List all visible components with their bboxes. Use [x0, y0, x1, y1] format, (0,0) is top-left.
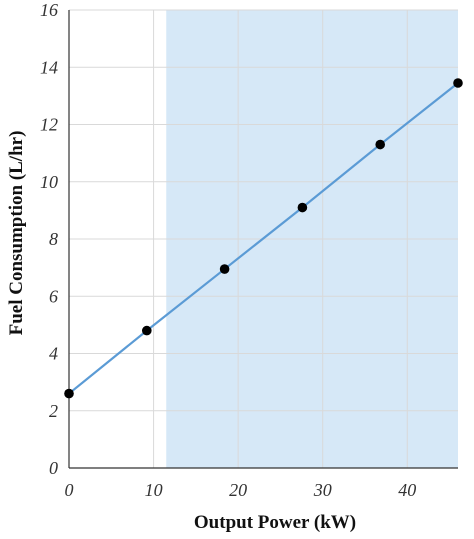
data-point [375, 139, 386, 150]
y-tick-label: 16 [40, 0, 58, 20]
y-tick-label: 4 [49, 344, 58, 364]
data-point [142, 325, 152, 336]
x-tick-label: 0 [65, 480, 74, 500]
data-point [453, 78, 463, 88]
data-point [64, 388, 74, 399]
y-tick-label: 0 [49, 458, 58, 478]
y-tick-label: 6 [49, 286, 58, 306]
x-tick-label: 30 [313, 480, 332, 500]
x-tick-label: 40 [398, 480, 416, 500]
series-layer [64, 78, 463, 399]
tick-labels: 0 2 4 6 8 10 12 14 16 0 10 20 30 40 [40, 0, 416, 500]
x-axis-title: Output Power (kW) [194, 512, 356, 533]
y-tick-label: 2 [49, 401, 58, 421]
data-point [297, 202, 308, 213]
gridlines [68, 9, 458, 469]
y-tick-label: 8 [49, 229, 58, 249]
y-tick-label: 10 [40, 172, 58, 192]
y-axis-title: Fuel Consumption (L/hr) [6, 131, 27, 336]
x-tick-label: 10 [145, 480, 163, 500]
data-point [219, 264, 230, 274]
y-tick-label: 14 [40, 57, 58, 77]
series-line [68, 82, 459, 395]
x-tick-label: 20 [229, 480, 247, 500]
y-tick-label: 12 [40, 115, 58, 135]
